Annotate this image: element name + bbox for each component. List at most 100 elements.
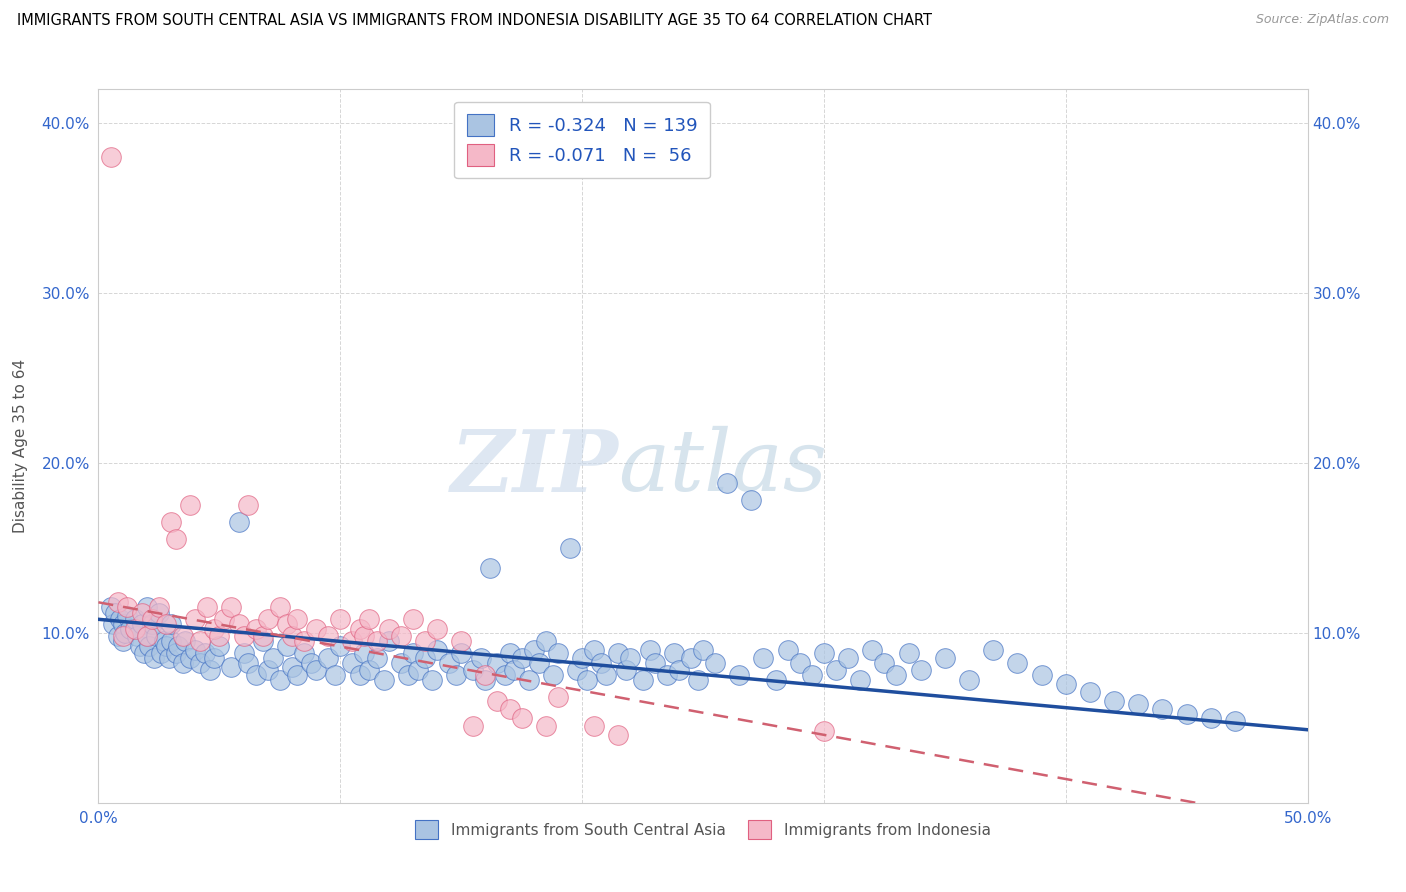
Text: atlas: atlas [619,426,828,508]
Point [269,600,291,615]
Point [1031,668,1053,682]
Point [474,673,496,688]
Point [849,673,872,688]
Point [353,629,375,643]
Point [800,668,823,682]
Point [377,634,399,648]
Point [437,657,460,671]
Point [1007,657,1029,671]
Point [221,600,243,615]
Point [934,651,956,665]
Point [527,657,550,671]
Point [420,673,443,688]
Point [752,651,775,665]
Point [558,541,581,555]
Point [789,657,811,671]
Point [299,657,322,671]
Point [285,612,308,626]
Point [494,668,516,682]
Point [131,617,153,632]
Point [614,663,637,677]
Point [704,657,727,671]
Point [366,634,388,648]
Point [479,561,502,575]
Point [228,617,250,632]
Point [111,634,134,648]
Point [141,612,163,626]
Point [413,634,436,648]
Point [837,651,859,665]
Point [188,657,211,671]
Point [221,660,243,674]
Point [305,623,328,637]
Point [1102,694,1125,708]
Point [256,663,278,677]
Point [117,600,139,615]
Point [127,629,149,643]
Point [204,651,226,665]
Point [668,663,690,677]
Point [148,600,170,615]
Point [450,646,472,660]
Point [413,651,436,665]
Point [252,634,274,648]
Point [498,646,520,660]
Point [172,629,194,643]
Point [377,623,399,637]
Point [510,711,533,725]
Point [897,646,920,660]
Point [238,499,260,513]
Point [366,651,388,665]
Point [131,606,153,620]
Point [396,668,419,682]
Point [644,657,666,671]
Point [269,673,291,688]
Point [135,600,157,615]
Point [155,640,177,654]
Point [353,646,375,660]
Point [107,595,129,609]
Point [204,623,226,637]
Point [172,657,194,671]
Point [292,646,315,660]
Point [285,668,308,682]
Point [128,640,150,654]
Point [194,646,217,660]
Point [108,612,131,626]
Text: ZIP: ZIP [450,425,619,509]
Point [662,646,685,660]
Point [232,646,254,660]
Point [638,643,661,657]
Point [167,640,190,654]
Point [692,643,714,657]
Point [688,673,710,688]
Point [474,668,496,682]
Point [329,640,352,654]
Point [117,608,139,623]
Point [281,629,304,643]
Point [208,640,231,654]
Point [728,668,751,682]
Point [463,663,485,677]
Point [165,646,187,660]
Point [498,702,520,716]
Point [607,728,630,742]
Point [238,657,260,671]
Point [571,651,593,665]
Point [1223,714,1246,729]
Point [583,643,606,657]
Point [373,673,395,688]
Point [740,493,762,508]
Point [450,634,472,648]
Point [470,651,492,665]
Point [486,657,509,671]
Point [389,657,412,671]
Point [1054,677,1077,691]
Point [825,663,848,677]
Point [179,651,201,665]
Point [1152,702,1174,716]
Point [765,673,787,688]
Point [100,600,122,615]
Point [104,606,127,620]
Point [486,694,509,708]
